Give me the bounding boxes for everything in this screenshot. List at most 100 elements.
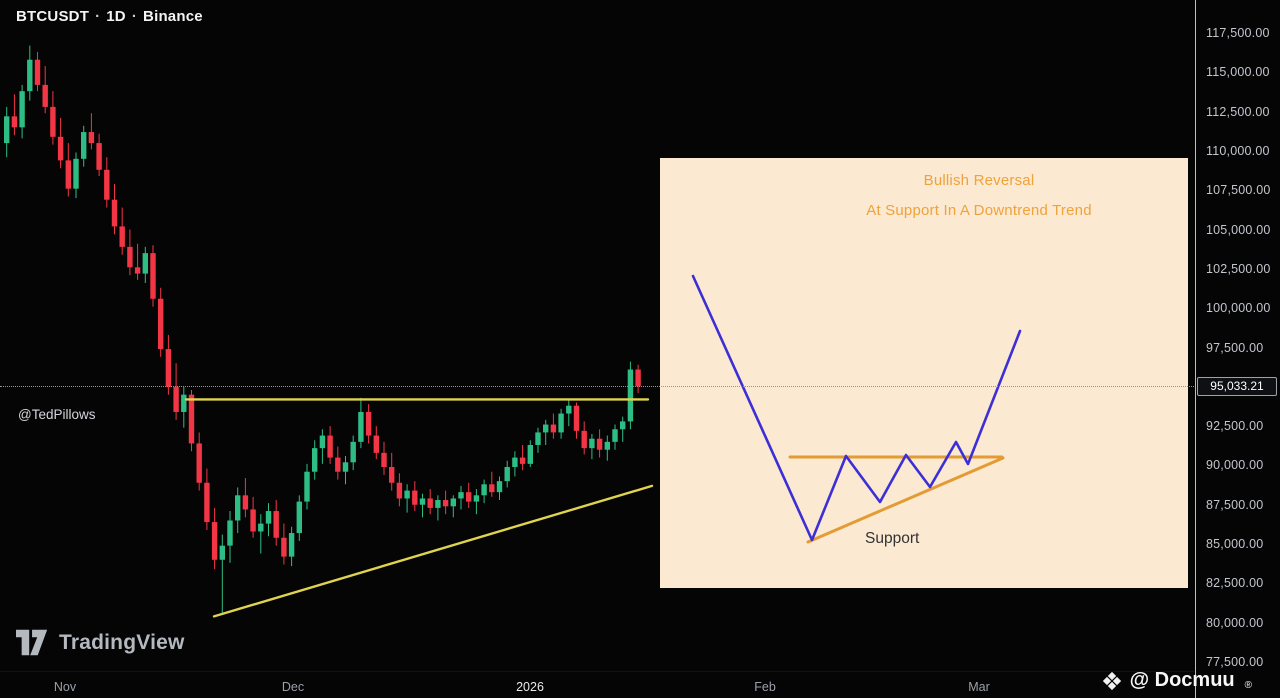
candle [11, 94, 18, 136]
candle [104, 157, 110, 208]
candle [389, 452, 395, 491]
ascending-support-trendline[interactable] [212, 484, 654, 618]
price-axis-label: 107,500.00 [1206, 183, 1271, 198]
price-axis-label: 100,000.00 [1206, 301, 1271, 316]
support-label: Support [865, 530, 920, 547]
price-axis-label: 110,000.00 [1206, 143, 1270, 158]
candle [335, 446, 341, 480]
candle [604, 435, 610, 461]
candle [81, 125, 87, 167]
candle [458, 485, 464, 510]
candle [219, 534, 225, 614]
candle [296, 495, 302, 541]
candle [427, 489, 433, 515]
candle [573, 402, 580, 439]
last-price-badge: 95,033.21 [1197, 377, 1277, 397]
candle [111, 183, 118, 235]
candle [581, 421, 587, 455]
support-line [806, 456, 1005, 544]
candle [519, 444, 526, 471]
candle [19, 84, 25, 139]
candle [442, 490, 449, 515]
candle [489, 471, 495, 497]
diamond-cluster-icon [1102, 671, 1121, 690]
price-axis-label: 82,500.00 [1206, 576, 1264, 591]
candle [450, 495, 456, 518]
price-axis-label: 97,500.00 [1206, 340, 1264, 355]
candle [281, 523, 287, 565]
candle [612, 424, 618, 450]
candle [127, 229, 133, 276]
price-axis-label: 87,500.00 [1206, 497, 1264, 512]
time-axis[interactable]: Nov Dec 2026 Feb Mar [0, 671, 1196, 698]
candle [527, 440, 533, 468]
candle [42, 66, 48, 114]
docmuu-watermark: @ Docmuu ® [1102, 669, 1252, 692]
price-axis-label: 85,000.00 [1206, 537, 1264, 552]
candle [150, 245, 156, 307]
candle [596, 429, 603, 458]
candle [327, 426, 333, 464]
candle [566, 399, 572, 427]
candle [496, 476, 503, 501]
price-axis-label: 115,000.00 [1206, 65, 1270, 80]
candle [258, 514, 264, 554]
candlestick-chart[interactable] [0, 0, 1196, 698]
candle [211, 507, 218, 570]
candle [142, 246, 148, 284]
price-axis-label: 77,500.00 [1206, 655, 1264, 669]
candle [119, 207, 125, 255]
candle [242, 478, 249, 518]
chart-legend: BTCUSDT · 1D · Binance [16, 8, 203, 25]
candle [88, 113, 95, 150]
candle [304, 463, 310, 510]
price-axis[interactable]: 95,033.21 117,500.00 115,000.00 112,500.00… [1195, 0, 1280, 698]
inset-title-line1: Bullish Reversal [923, 172, 1035, 189]
candle [73, 152, 79, 199]
candle [134, 243, 141, 280]
candle [481, 479, 487, 504]
candle [227, 511, 233, 563]
candle [57, 117, 64, 169]
candle [635, 364, 641, 394]
candle [350, 435, 356, 471]
price-axis-label: 92,500.00 [1206, 419, 1264, 434]
candle [543, 419, 549, 445]
candle [620, 416, 626, 442]
candle [473, 489, 480, 515]
symbol-name[interactable]: BTCUSDT [16, 8, 90, 25]
price-axis-label: 112,500.00 [1206, 104, 1270, 119]
candle [504, 460, 510, 488]
candle [181, 386, 187, 428]
candle [412, 481, 418, 512]
price-axis-label: 105,000.00 [1206, 222, 1271, 237]
tradingview-logo[interactable]: TradingView [16, 629, 185, 656]
candle [288, 526, 295, 567]
candle [319, 429, 326, 464]
exchange-name[interactable]: Binance [143, 8, 203, 25]
interval-label[interactable]: 1D [106, 8, 126, 25]
candle [27, 45, 33, 101]
last-price-line [0, 386, 1196, 388]
candle [404, 484, 410, 513]
candle [196, 432, 202, 491]
time-axis-label: Feb [754, 680, 776, 694]
candle [466, 482, 472, 508]
candle [342, 456, 349, 485]
candle [312, 440, 318, 480]
price-axis-label: 90,000.00 [1206, 458, 1264, 473]
candle [358, 397, 364, 449]
candle [381, 441, 387, 475]
candle [173, 363, 179, 420]
candle [265, 503, 272, 537]
candle [396, 473, 403, 507]
candle [365, 404, 372, 444]
candle [65, 143, 71, 197]
candle [627, 361, 634, 430]
candle [50, 91, 56, 145]
tradingview-logo-text: TradingView [59, 630, 185, 654]
candle [558, 408, 564, 439]
candle [250, 496, 256, 538]
candle [435, 495, 441, 521]
